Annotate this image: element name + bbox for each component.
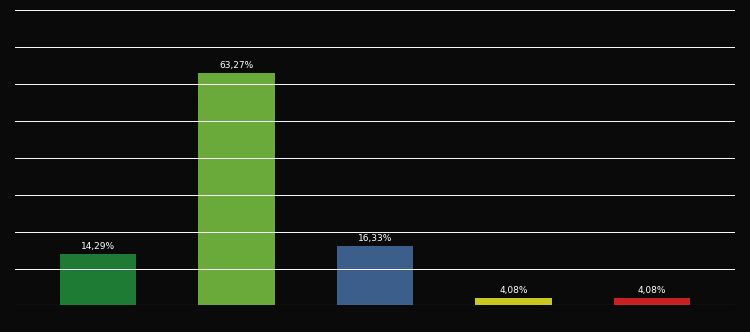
Text: 63,27%: 63,27%	[220, 61, 254, 70]
Bar	[476, 298, 551, 305]
Text: 4,08%: 4,08%	[500, 286, 528, 295]
Bar	[337, 246, 413, 305]
Text: 14,29%: 14,29%	[81, 242, 116, 251]
Text: 4,08%: 4,08%	[638, 286, 666, 295]
Bar	[614, 298, 690, 305]
Text: 16,33%: 16,33%	[358, 234, 392, 243]
Bar	[199, 73, 274, 305]
Bar	[60, 254, 136, 305]
